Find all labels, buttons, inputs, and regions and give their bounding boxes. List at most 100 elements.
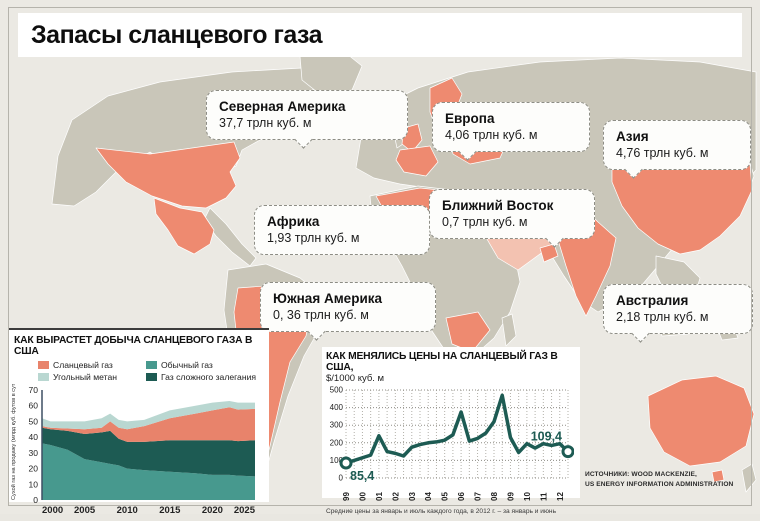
svg-text:20: 20 [29,464,39,474]
region-value: 0, 36 трлн куб. м [273,307,369,322]
svg-text:04: 04 [424,492,433,501]
sources-note: ИСТОЧНИКИ: WOOD MACKENZIE, US ENERGY INF… [585,470,733,490]
legend-item: Угольный метан [38,372,130,382]
svg-text:08: 08 [490,492,499,501]
price-line-chart: 0 100 200 300 400 500 85,4 109,4 99 00 01 02 03 04 05 0… [330,386,575,501]
svg-text:2010: 2010 [117,505,138,516]
svg-text:11: 11 [539,492,548,501]
svg-text:2015: 2015 [159,505,181,516]
area-series [42,443,255,500]
region-value: 37,7 трлн куб. м [219,115,312,130]
svg-text:0: 0 [33,495,38,505]
production-area-chart: 0 10 20 30 40 50 60 70 2000 2005 2010 2015 2020 2025 С… [10,376,256,516]
callout-north-america: Северная Америка 37,7 трлн куб. м [206,90,408,149]
svg-text:00: 00 [358,492,367,501]
legend-swatch [38,373,49,381]
last-point-label: 109,4 [531,430,562,444]
svg-text:2005: 2005 [74,505,96,516]
svg-text:2020: 2020 [202,505,223,516]
svg-text:400: 400 [330,403,344,412]
region-value: 4,76 трлн куб. м [616,145,709,160]
svg-text:2000: 2000 [42,505,63,516]
region-name: Южная Америка [273,291,383,306]
svg-text:30: 30 [29,448,39,458]
title-bar: Запасы сланцевого газа [18,13,742,57]
svg-text:50: 50 [29,416,39,426]
region-oman [539,243,559,263]
last-point-marker [561,445,575,459]
svg-text:300: 300 [330,421,344,430]
region-name: Ближний Восток [442,198,554,213]
region-tasmania [711,469,725,483]
legend-item: Обычный газ [145,360,269,370]
svg-text:12: 12 [556,492,565,501]
sources-line2: US ENERGY INFORMATION ADMINISTRATION [585,481,734,489]
callout-south-america: Южная Америка 0, 36 трлн куб. м [260,282,436,341]
legend-label: Сланцевый газ [53,360,113,370]
region-name: Европа [445,111,495,126]
svg-text:60: 60 [29,401,39,411]
legend-label: Угольный метан [53,372,117,382]
area-series [42,401,255,430]
region-name: Африка [267,214,320,229]
svg-text:40: 40 [29,432,39,442]
region-value: 1,93 трлн куб. м [267,230,360,245]
svg-text:99: 99 [342,492,351,501]
production-chart-title: КАК ВЫРАСТЕТ ДОБЫЧА СЛАНЦЕВОГО ГАЗА В СШ… [14,335,253,357]
price-line [344,393,570,465]
callout-middle-east: Ближний Восток 0,7 трлн куб. м [429,189,595,248]
legend-item: Газ сложного залегания [145,372,269,382]
region-name: Северная Америка [219,99,346,114]
legend-swatch [145,361,157,369]
svg-text:0: 0 [339,474,344,483]
callout-australia: Австралия 2,18 трлн куб. м [603,284,753,343]
region-france [395,145,439,177]
landmass-new-zealand [741,463,757,493]
legend-label: Обычный газ [160,360,213,370]
first-point-label: 85,4 [350,469,374,483]
svg-text:07: 07 [474,492,483,501]
region-value: 2,18 трлн куб. м [616,309,709,324]
price-chart-title: КАК МЕНЯЛИСЬ ЦЕНЫ НА СЛАНЦЕВЫЙ ГАЗ В США… [326,351,558,373]
region-value: 0,7 трлн куб. м [442,214,528,229]
price-chart-units: $/1000 куб. м [326,373,385,384]
svg-text:06: 06 [457,492,466,501]
svg-text:10: 10 [29,479,39,489]
region-mexico [153,197,215,255]
svg-text:02: 02 [391,492,400,501]
callout-europe: Европа 4,06 трлн куб. м [432,102,590,161]
callout-africa: Африка 1,93 трлн куб. м [254,205,439,255]
price-chart-footnote: Средние цены за январь и июль каждого го… [326,508,557,515]
svg-text:01: 01 [375,492,384,501]
sources-line1: ИСТОЧНИКИ: WOOD MACKENZIE, [585,471,697,478]
region-usa [95,141,241,209]
legend-swatch [145,373,157,381]
page-title: Запасы сланцевого газа [31,20,323,49]
legend-swatch [38,361,49,369]
legend-item: Сланцевый газ [38,360,130,370]
svg-text:Сухой газ на продажу (млрд куб: Сухой газ на продажу (млрд куб. футов в … [10,384,17,500]
production-chart-legend: Сланцевый газ Угольный метан Обычный газ Га… [38,360,269,382]
svg-text:70: 70 [29,385,39,395]
svg-text:03: 03 [408,492,417,501]
region-name: Азия [616,129,649,144]
region-value: 4,06 трлн куб. м [445,127,538,142]
svg-text:500: 500 [330,386,344,395]
landmass-madagascar [501,313,517,347]
area-series [42,427,255,477]
price-chart-panel: КАК МЕНЯЛИСЬ ЦЕНЫ НА СЛАНЦЕВЫЙ ГАЗ В США… [322,347,580,515]
svg-text:2025: 2025 [234,505,256,516]
svg-text:100: 100 [330,456,344,465]
callout-asia: Азия 4,76 трлн куб. м [603,120,751,179]
svg-text:200: 200 [330,438,344,447]
legend-label: Газ сложного залегания [160,372,257,382]
area-series [42,407,255,442]
svg-text:05: 05 [441,492,450,501]
region-name: Австралия [616,293,689,308]
svg-text:10: 10 [523,492,532,501]
first-point-marker [339,456,353,470]
region-australia [647,375,755,467]
region-south-africa [445,311,491,353]
svg-text:09: 09 [506,492,515,501]
